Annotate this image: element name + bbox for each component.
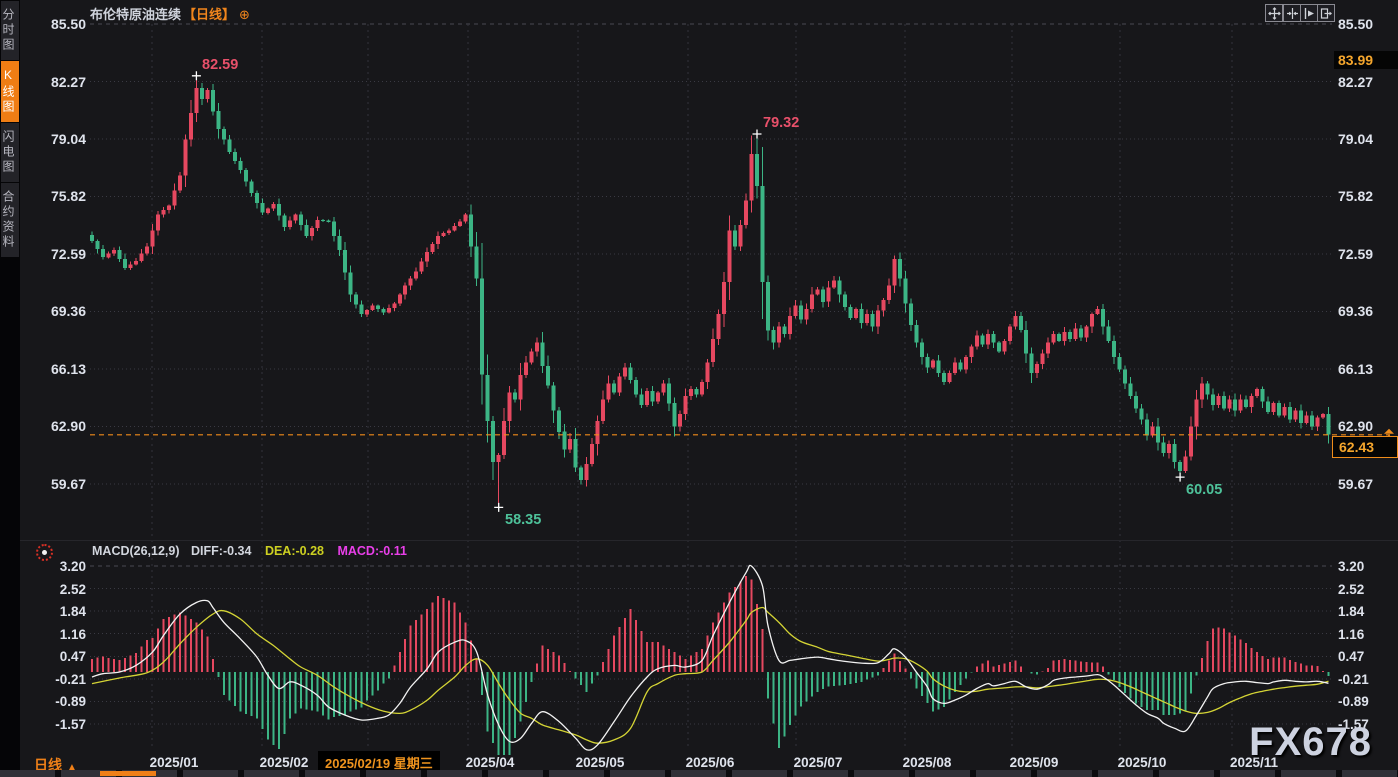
svg-text:2025/07: 2025/07 [794,755,843,770]
svg-text:85.50: 85.50 [51,16,86,32]
svg-text:72.59: 72.59 [51,246,86,262]
sidebar-tab-time-chart[interactable]: 分时图 [1,1,19,60]
chart-title: 布伦特原油连续 【日线】 ⊕ [90,4,250,23]
svg-text:69.36: 69.36 [51,303,86,319]
period-tag: 【日线】 [183,7,236,22]
svg-text:66.13: 66.13 [1338,361,1373,377]
svg-text:0.47: 0.47 [60,649,86,664]
month-labels: 2025/01 2025/02 2025/04 2025/05 2025/06 2025/… [150,755,1279,770]
svg-text:1.84: 1.84 [60,604,87,619]
period-selector-label: 日线 [34,757,62,773]
svg-text:2025/09: 2025/09 [1010,755,1059,770]
left-sidebar: 分时图 K线图 闪电图 合约资料 [0,0,20,777]
svg-text:75.82: 75.82 [51,188,86,204]
indicator-settings-icon[interactable]: ⊕ [239,7,250,22]
candles-layer [90,75,1331,508]
last-price-label: 62.43 [1332,436,1398,458]
svg-text:59.67: 59.67 [51,476,86,492]
instrument-name: 布伦特原油连续 [90,7,182,22]
svg-text:3.20: 3.20 [60,559,86,574]
svg-text:3.20: 3.20 [1338,559,1364,574]
svg-text:2025/10: 2025/10 [1118,755,1167,770]
period-selector[interactable]: 日线 ▲ [34,755,77,775]
svg-text:-1.57: -1.57 [1338,717,1369,732]
svg-text:-1.57: -1.57 [55,717,86,732]
fx678-watermark: FX678 [1249,720,1372,764]
panel-divider [20,540,1398,541]
macd-diff-value: DIFF:-0.34 [191,544,252,558]
svg-text:2025/06: 2025/06 [686,755,735,770]
svg-text:60.05: 60.05 [1186,482,1222,498]
sidebar-tab-contract-info[interactable]: 合约资料 [1,183,19,257]
svg-text:2025/08: 2025/08 [903,755,952,770]
macd-header: MACD(26,12,9) DIFF:-0.34 DEA:-0.28 MACD:… [92,544,407,558]
chart-scrollbar-thumb[interactable] [100,771,156,776]
svg-text:75.82: 75.82 [1338,188,1373,204]
svg-text:1.84: 1.84 [1338,604,1365,619]
macd-params: MACD(26,12,9) [92,544,180,558]
svg-text:82.27: 82.27 [1338,74,1373,90]
svg-text:2025/11: 2025/11 [1230,755,1279,770]
svg-text:58.35: 58.35 [505,512,541,528]
svg-text:-0.89: -0.89 [1338,694,1369,709]
svg-text:62.90: 62.90 [1338,418,1373,434]
svg-text:2.52: 2.52 [60,582,86,597]
macd-dea-value: DEA:-0.28 [264,544,324,558]
svg-text:2025/01: 2025/01 [150,755,199,770]
sidebar-tab-lightning-chart[interactable]: 闪电图 [1,123,19,182]
grid-layer [90,23,1332,750]
svg-text:59.67: 59.67 [1338,476,1373,492]
svg-text:79.32: 79.32 [763,115,799,131]
svg-text:2025/04: 2025/04 [466,755,515,770]
macd-lines [91,564,1329,751]
pan-tool-icon[interactable] [1265,4,1283,22]
svg-text:2.52: 2.52 [1338,582,1364,597]
macd-histogram [91,576,1330,755]
svg-text:2025/02: 2025/02 [260,755,309,770]
svg-text:-0.21: -0.21 [55,672,86,687]
svg-text:62.90: 62.90 [51,418,86,434]
indicator-alert-icon[interactable] [36,544,53,561]
svg-text:2025/05: 2025/05 [576,755,625,770]
svg-text:66.13: 66.13 [51,361,86,377]
selected-date-label: 2025/02/19 星期三 [318,751,440,774]
sidebar-tab-kline-chart[interactable]: K线图 [1,61,19,122]
svg-text:82.27: 82.27 [51,74,86,90]
chevron-up-icon: ▲ [67,762,77,773]
svg-text:-0.89: -0.89 [55,694,86,709]
current-price-line [90,428,1394,440]
chart-scrollbar-track[interactable] [0,770,1398,777]
expand-bars-icon[interactable] [1300,4,1318,22]
svg-text:79.04: 79.04 [1338,131,1373,147]
view-high-label: 83.99 [1334,51,1398,69]
jump-to-latest-icon[interactable] [1317,4,1335,22]
svg-text:85.50: 85.50 [1338,16,1373,32]
svg-text:-0.21: -0.21 [1338,672,1369,687]
svg-text:0.47: 0.47 [1338,649,1364,664]
macd-macd-value: MACD:-0.11 [337,544,407,558]
svg-text:1.16: 1.16 [60,627,87,642]
compress-bars-icon[interactable] [1283,4,1301,22]
svg-text:82.59: 82.59 [202,57,238,73]
axis-labels: 85.50 85.50 82.27 82.27 79.04 79.04 75.82 75.82… [51,16,1373,732]
svg-text:69.36: 69.36 [1338,303,1373,319]
svg-text:79.04: 79.04 [51,131,86,147]
price-markers: 82.59 79.32 58.35 60.05 [191,57,1222,528]
svg-text:72.59: 72.59 [1338,246,1373,262]
svg-text:1.16: 1.16 [1338,627,1365,642]
